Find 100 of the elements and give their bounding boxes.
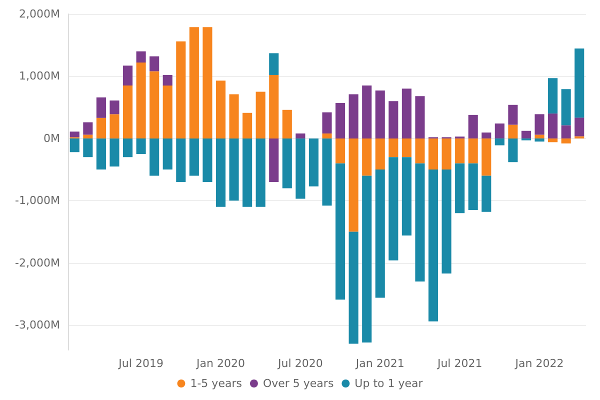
bar — [482, 138, 492, 176]
bar — [162, 138, 172, 170]
y-tick-label: 1,000M — [19, 70, 60, 83]
bar — [110, 114, 120, 138]
y-tick-label: -3,000M — [15, 318, 60, 332]
bar — [534, 134, 544, 138]
bar — [442, 138, 452, 170]
bar — [322, 112, 332, 134]
bar — [256, 138, 266, 207]
bar — [442, 170, 452, 274]
bar — [216, 80, 226, 138]
bar — [216, 138, 226, 207]
bar — [96, 138, 106, 170]
bar — [136, 62, 146, 138]
bar — [242, 112, 252, 138]
bar — [162, 74, 172, 86]
bar — [534, 114, 544, 135]
bar — [362, 86, 372, 138]
x-tick-label: Jan 2021 — [354, 357, 404, 370]
bar — [282, 138, 292, 188]
bar — [256, 92, 266, 138]
bar — [375, 90, 385, 138]
bar — [83, 134, 93, 138]
bar — [96, 97, 106, 118]
bar — [122, 66, 133, 86]
x-tick-label: Jul 2020 — [277, 357, 323, 370]
bar — [296, 138, 306, 199]
y-tick-label: 0M — [44, 132, 60, 145]
bar — [229, 138, 239, 201]
bar — [388, 138, 398, 158]
bar — [415, 163, 425, 282]
bar — [534, 138, 544, 142]
bar — [122, 86, 133, 138]
bar — [296, 133, 306, 138]
bar — [189, 27, 199, 138]
bar — [336, 138, 346, 164]
bar — [508, 124, 518, 138]
bar — [482, 132, 492, 138]
bar — [402, 157, 412, 236]
bar — [269, 53, 279, 75]
bar — [574, 118, 584, 136]
bar — [348, 232, 358, 344]
bar — [494, 138, 504, 146]
y-tick-label: -1,000M — [15, 194, 60, 208]
legend-label: 1-5 years — [190, 377, 242, 390]
bar — [83, 122, 93, 135]
legend-label: Over 5 years — [262, 377, 334, 390]
bar — [269, 138, 279, 182]
bar — [110, 100, 120, 114]
bar — [574, 48, 584, 118]
bar — [561, 138, 571, 144]
x-tick-label: Jul 2021 — [436, 357, 482, 370]
bar — [336, 163, 346, 300]
bar — [402, 138, 412, 158]
y-tick-label: 2,000M — [19, 8, 60, 20]
bar — [282, 110, 292, 138]
bar — [83, 138, 93, 158]
bar — [162, 86, 172, 138]
bar — [322, 138, 332, 206]
bar — [362, 176, 372, 343]
bar — [176, 41, 186, 138]
bar — [375, 170, 385, 298]
bar — [428, 170, 438, 322]
bar — [136, 138, 146, 154]
bar — [269, 74, 279, 138]
bar — [362, 138, 372, 176]
bar — [415, 96, 425, 138]
bar — [548, 78, 558, 114]
bar — [402, 88, 412, 138]
bar — [70, 138, 80, 152]
bar — [189, 138, 199, 176]
bar — [150, 138, 160, 176]
bar — [70, 132, 80, 138]
bar — [494, 124, 504, 138]
bar — [150, 56, 160, 72]
bar — [242, 138, 252, 207]
bar — [96, 118, 106, 138]
bar — [521, 130, 532, 138]
bar — [455, 138, 465, 164]
bar — [336, 102, 346, 138]
bar — [468, 114, 478, 138]
bar — [508, 104, 518, 125]
bar — [428, 138, 438, 170]
bar — [548, 114, 558, 138]
bar — [322, 133, 332, 138]
bar — [561, 125, 571, 138]
bar — [415, 138, 425, 164]
bar — [308, 138, 318, 186]
bar — [388, 101, 398, 138]
bar — [548, 138, 558, 142]
bar — [110, 138, 120, 166]
bar — [348, 138, 358, 232]
bar — [136, 51, 146, 63]
bar — [561, 89, 571, 126]
bar — [482, 176, 492, 212]
x-tick-label: Jan 2022 — [514, 357, 564, 370]
bar — [202, 138, 212, 182]
bar — [375, 138, 385, 170]
bar — [229, 94, 239, 138]
bar — [202, 27, 212, 138]
